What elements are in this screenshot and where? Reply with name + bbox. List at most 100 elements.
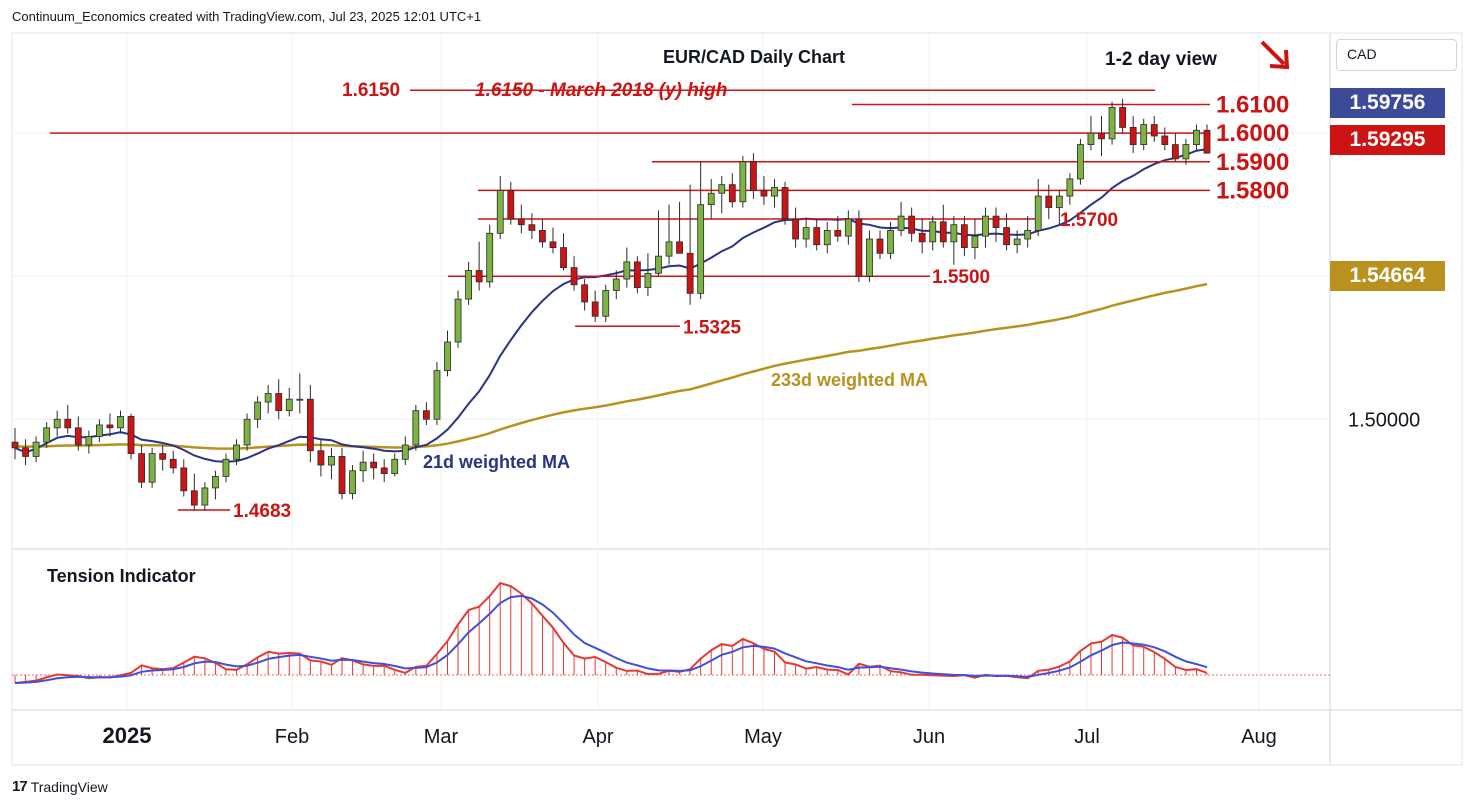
candle-body	[1129, 127, 1137, 145]
candle-body	[190, 490, 198, 506]
candle-body	[1066, 178, 1074, 197]
candle-body	[422, 410, 430, 420]
candle-body	[1045, 195, 1053, 208]
candle-body	[117, 415, 124, 429]
candle-body	[444, 341, 451, 372]
candle-body	[750, 161, 757, 191]
candle-body	[1077, 144, 1084, 180]
candle-body	[317, 450, 325, 466]
ma21-label: 21d weighted MA	[423, 452, 570, 472]
candle-body	[823, 230, 831, 246]
level-label-1.5700: 1.5700	[1060, 210, 1118, 231]
price-tick-label: 1.50000	[1348, 409, 1420, 431]
candle-body	[876, 238, 884, 254]
candle-body	[359, 461, 367, 472]
candle-body	[623, 261, 631, 280]
candle-body	[106, 424, 114, 429]
candle-body	[792, 218, 800, 240]
candle-body	[401, 444, 409, 460]
candle-body	[728, 184, 736, 203]
candle-body	[74, 427, 82, 446]
time-tick-label: May	[744, 726, 782, 748]
candle-body	[602, 290, 610, 317]
candle-body	[349, 470, 356, 495]
candle-body	[338, 456, 346, 495]
time-tick-label: 2025	[103, 723, 152, 748]
candle-body	[95, 424, 103, 437]
candle-body	[960, 224, 968, 248]
ma233-label: 233d weighted MA	[771, 370, 928, 390]
candle-body	[844, 218, 852, 237]
time-tick-label: Aug	[1241, 726, 1277, 748]
candle-body	[1034, 195, 1042, 231]
candle-body	[918, 232, 926, 243]
candle-body	[1203, 129, 1211, 154]
candle-body	[1171, 144, 1179, 160]
candle-body	[781, 187, 789, 220]
candle-body	[517, 218, 525, 226]
candle-body	[1193, 129, 1200, 145]
price-tag-233d-ma: 1.54664	[1330, 261, 1445, 291]
level-label-1.5800: 1.5800	[1216, 177, 1289, 204]
candle-body	[465, 270, 472, 300]
candle-body	[1182, 144, 1190, 160]
candle-body	[296, 398, 304, 401]
footer-brand[interactable]: 17 TradingView	[12, 778, 108, 795]
time-tick-label: Jul	[1074, 726, 1100, 748]
time-tick-label: Apr	[582, 726, 613, 748]
candle-body	[834, 230, 842, 237]
candle-body	[64, 418, 72, 429]
candle-body	[507, 189, 515, 220]
currency-selector[interactable]: CAD	[1336, 39, 1457, 71]
candle-body	[1003, 227, 1010, 246]
time-tick-label: Mar	[424, 726, 459, 748]
view-label: 1-2 day view	[1105, 49, 1217, 70]
candle-body	[53, 418, 61, 429]
chart-title: EUR/CAD Daily Chart	[663, 47, 845, 67]
candle-body	[370, 461, 378, 469]
price-tag-21d-ma: 1.59756	[1330, 88, 1445, 118]
candle-body	[127, 415, 135, 454]
candle-body	[570, 267, 578, 286]
candle-body	[433, 370, 441, 420]
candle-body	[813, 227, 821, 246]
candle-body	[306, 398, 314, 452]
candle-body	[180, 467, 188, 492]
candle-body	[633, 261, 641, 289]
candle-body	[1161, 135, 1169, 145]
candle-body	[496, 189, 504, 234]
candle-body	[1024, 230, 1032, 240]
candle-body	[22, 447, 29, 457]
candle-body	[982, 215, 989, 237]
candle-body	[929, 221, 937, 243]
level-label-1.5900: 1.5900	[1216, 149, 1289, 176]
level-label-1.6000: 1.6000	[1216, 120, 1289, 147]
candle-body	[212, 476, 219, 489]
tension-title: Tension Indicator	[47, 566, 196, 586]
candle-body	[718, 184, 726, 194]
candle-body	[612, 278, 620, 291]
candle-body	[939, 221, 947, 243]
candle-body	[1108, 106, 1116, 140]
candle-body	[391, 458, 399, 475]
candle-body	[201, 487, 209, 506]
candle-body	[43, 427, 51, 443]
candle-body	[739, 161, 747, 203]
candle-body	[1150, 124, 1158, 137]
candle-body	[169, 458, 177, 469]
candle-body	[760, 189, 768, 197]
candle-body	[475, 270, 483, 283]
candle-body	[950, 224, 958, 243]
candle-body	[771, 187, 778, 197]
candle-body	[866, 238, 873, 277]
time-tick-label: Jun	[913, 726, 945, 748]
candle-body	[222, 458, 230, 477]
candle-body	[581, 284, 589, 303]
candle-body	[285, 398, 293, 412]
candle-body	[560, 247, 567, 269]
candle-body	[655, 255, 662, 274]
candle-body	[802, 227, 810, 240]
outer-frame	[11, 32, 1463, 766]
candle-body	[707, 192, 715, 206]
